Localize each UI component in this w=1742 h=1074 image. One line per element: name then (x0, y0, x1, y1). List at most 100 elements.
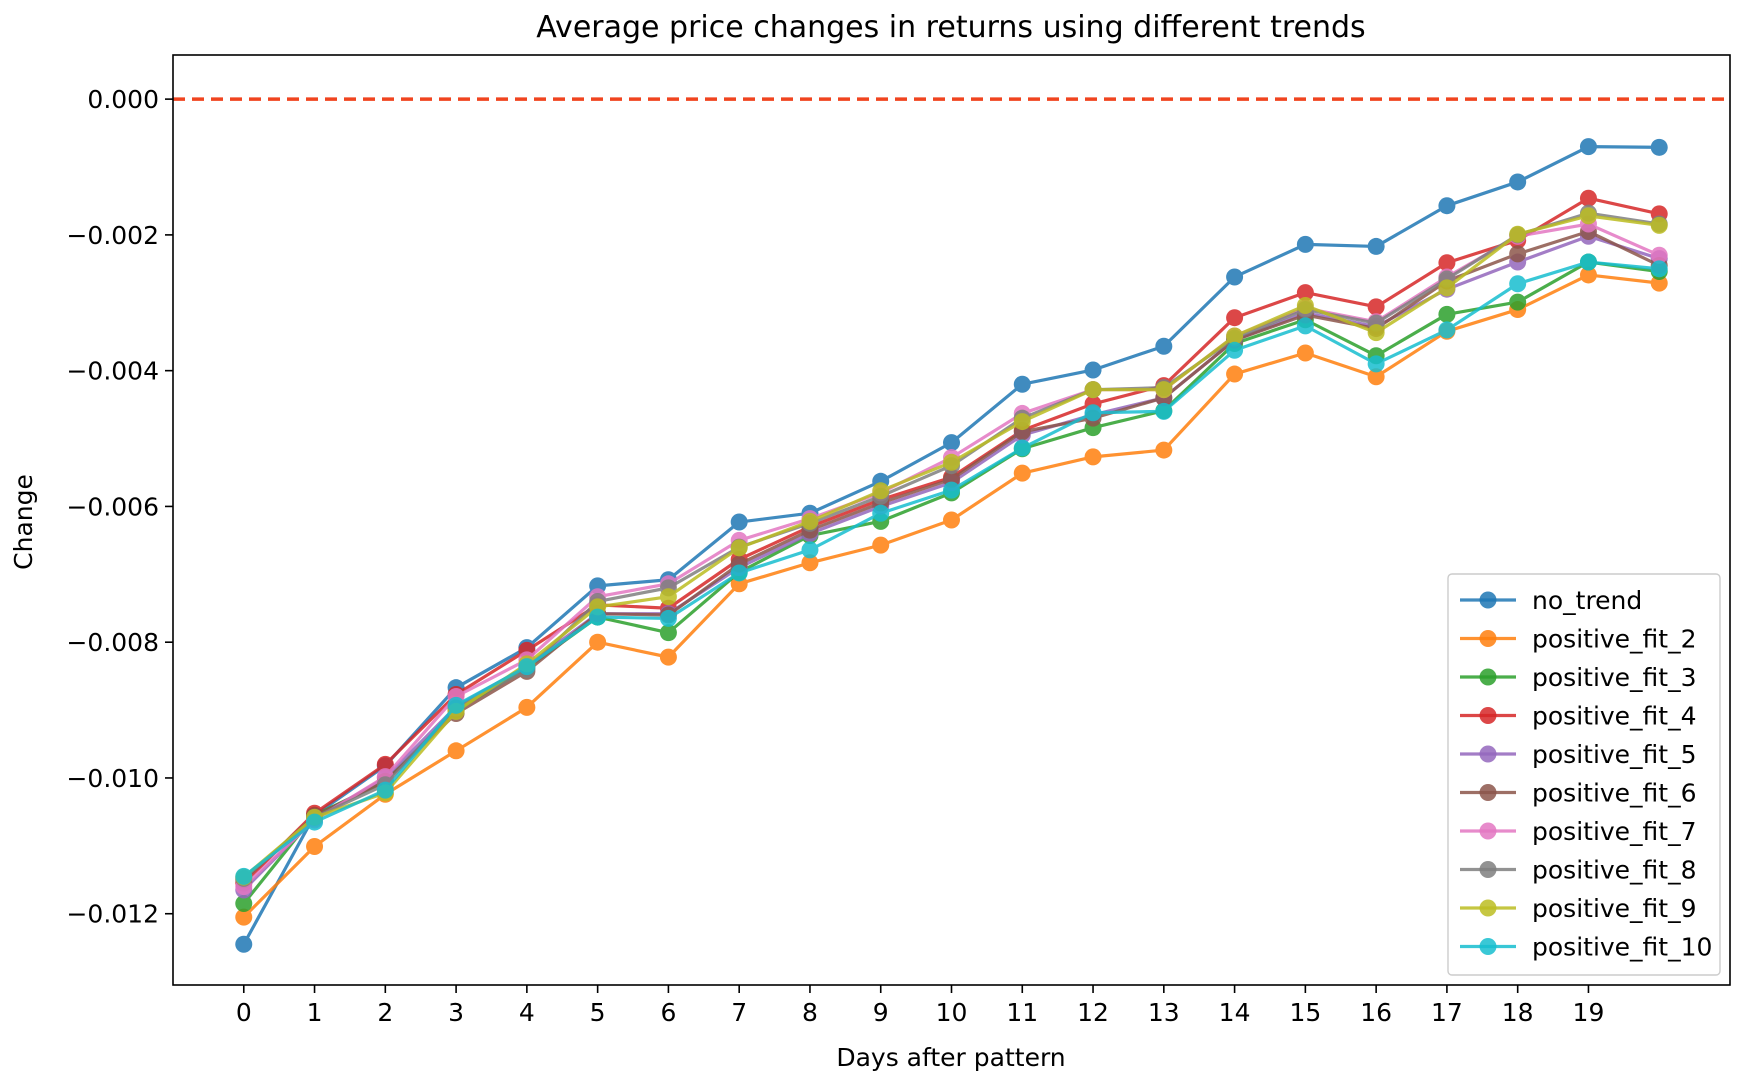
x-tick-label: 11 (1006, 998, 1038, 1027)
data-point (943, 434, 960, 452)
data-point (659, 609, 677, 627)
legend-label: positive_fit_6 (1532, 779, 1697, 808)
x-tick-label: 2 (377, 998, 393, 1027)
data-point (518, 658, 536, 676)
x-tick-label: 4 (519, 998, 535, 1027)
legend-item: positive_fit_6 (1460, 779, 1697, 808)
data-point (447, 696, 465, 714)
chart-title: Average price changes in returns using d… (536, 10, 1365, 45)
y-tick-label: −0.002 (66, 221, 159, 250)
data-point (235, 908, 253, 926)
data-point (1367, 237, 1385, 255)
data-point (1367, 355, 1385, 373)
data-point (943, 481, 960, 499)
legend-item: positive_fit_10 (1460, 933, 1712, 962)
data-point (1509, 225, 1527, 243)
x-tick-label: 19 (1573, 998, 1605, 1027)
data-point (1438, 305, 1456, 323)
legend-item: positive_fit_3 (1460, 663, 1697, 692)
data-point (235, 867, 253, 885)
data-point (1367, 298, 1385, 316)
x-tick-label: 3 (448, 998, 464, 1027)
data-point (1438, 254, 1456, 272)
data-point (1438, 197, 1456, 215)
legend-label: no_trend (1532, 586, 1642, 615)
data-point (1296, 296, 1314, 314)
series-positive-fit-10 (235, 253, 1668, 885)
data-point (1296, 344, 1314, 362)
legend-label: positive_fit_8 (1532, 856, 1697, 885)
y-tick-label: 0.000 (87, 85, 159, 114)
legend-label: positive_fit_10 (1532, 933, 1712, 962)
data-point (589, 633, 607, 651)
legend-item: positive_fit_4 (1460, 702, 1697, 731)
legend-marker (1479, 861, 1497, 878)
data-point (730, 539, 748, 557)
x-tick-label: 18 (1502, 998, 1534, 1027)
legend-item: positive_fit_9 (1460, 894, 1697, 923)
data-point (1367, 324, 1385, 342)
data-point (1155, 441, 1173, 459)
legend-label: positive_fit_9 (1532, 894, 1697, 923)
data-point (1367, 368, 1385, 386)
legend-marker (1479, 938, 1497, 955)
y-tick-label: −0.012 (66, 900, 159, 929)
data-point (1013, 439, 1031, 457)
data-point (730, 513, 748, 531)
data-point (1226, 309, 1244, 327)
data-point (659, 588, 677, 606)
data-point (1013, 413, 1031, 431)
data-point (1226, 365, 1244, 383)
legend-marker (1479, 630, 1497, 647)
legend-item: positive_fit_8 (1460, 856, 1697, 885)
legend-label: positive_fit_2 (1532, 625, 1697, 654)
data-point (447, 742, 465, 760)
data-point (1579, 266, 1597, 284)
data-point (730, 564, 748, 582)
data-point (1650, 138, 1668, 156)
data-point (872, 504, 890, 522)
x-axis: 0 1 2 3 4 5 6 7 8 9 10 11 12 13 14 15 16 17 18 19 (236, 985, 1605, 1027)
series-layer (235, 138, 1668, 953)
data-point (1155, 337, 1173, 355)
y-axis: −0.012 −0.010 −0.008 −0.006 −0.004 −0.002 0.00… (66, 85, 173, 929)
legend-box (1447, 573, 1721, 976)
data-point (1438, 321, 1456, 339)
legend-marker (1479, 822, 1497, 840)
legend-label: positive_fit_7 (1532, 817, 1697, 846)
x-tick-label: 13 (1148, 998, 1180, 1027)
data-point (1296, 235, 1314, 253)
x-tick-label: 15 (1289, 998, 1321, 1027)
y-tick-label: −0.006 (66, 492, 159, 521)
data-point (1579, 138, 1597, 156)
data-point (1509, 173, 1527, 191)
data-point (306, 813, 324, 831)
data-point (1226, 341, 1244, 359)
data-point (1296, 284, 1314, 302)
data-point (1084, 381, 1102, 399)
data-point (872, 482, 890, 500)
x-tick-label: 5 (590, 998, 606, 1027)
y-tick-label: −0.008 (66, 628, 159, 657)
x-tick-label: 10 (936, 998, 968, 1027)
data-point (801, 512, 819, 530)
x-tick-label: 8 (802, 998, 818, 1027)
data-point (1155, 381, 1173, 399)
data-point (376, 781, 394, 799)
legend: no_trend positive_fit_2 positive_fit_3posi… (1447, 573, 1721, 976)
legend-item: positive_fit_7 (1460, 817, 1697, 846)
data-point (1438, 279, 1456, 297)
data-point (518, 698, 536, 716)
data-point (235, 895, 253, 913)
data-point (1579, 207, 1597, 225)
data-point (1013, 464, 1031, 482)
x-tick-label: 17 (1431, 998, 1463, 1027)
x-tick-label: 12 (1077, 998, 1109, 1027)
x-tick-label: 14 (1219, 998, 1251, 1027)
x-tick-label: 16 (1360, 998, 1392, 1027)
x-tick-label: 0 (236, 998, 252, 1027)
y-axis-label: Change (9, 474, 38, 570)
legend-marker (1479, 784, 1497, 801)
data-point (872, 536, 890, 554)
